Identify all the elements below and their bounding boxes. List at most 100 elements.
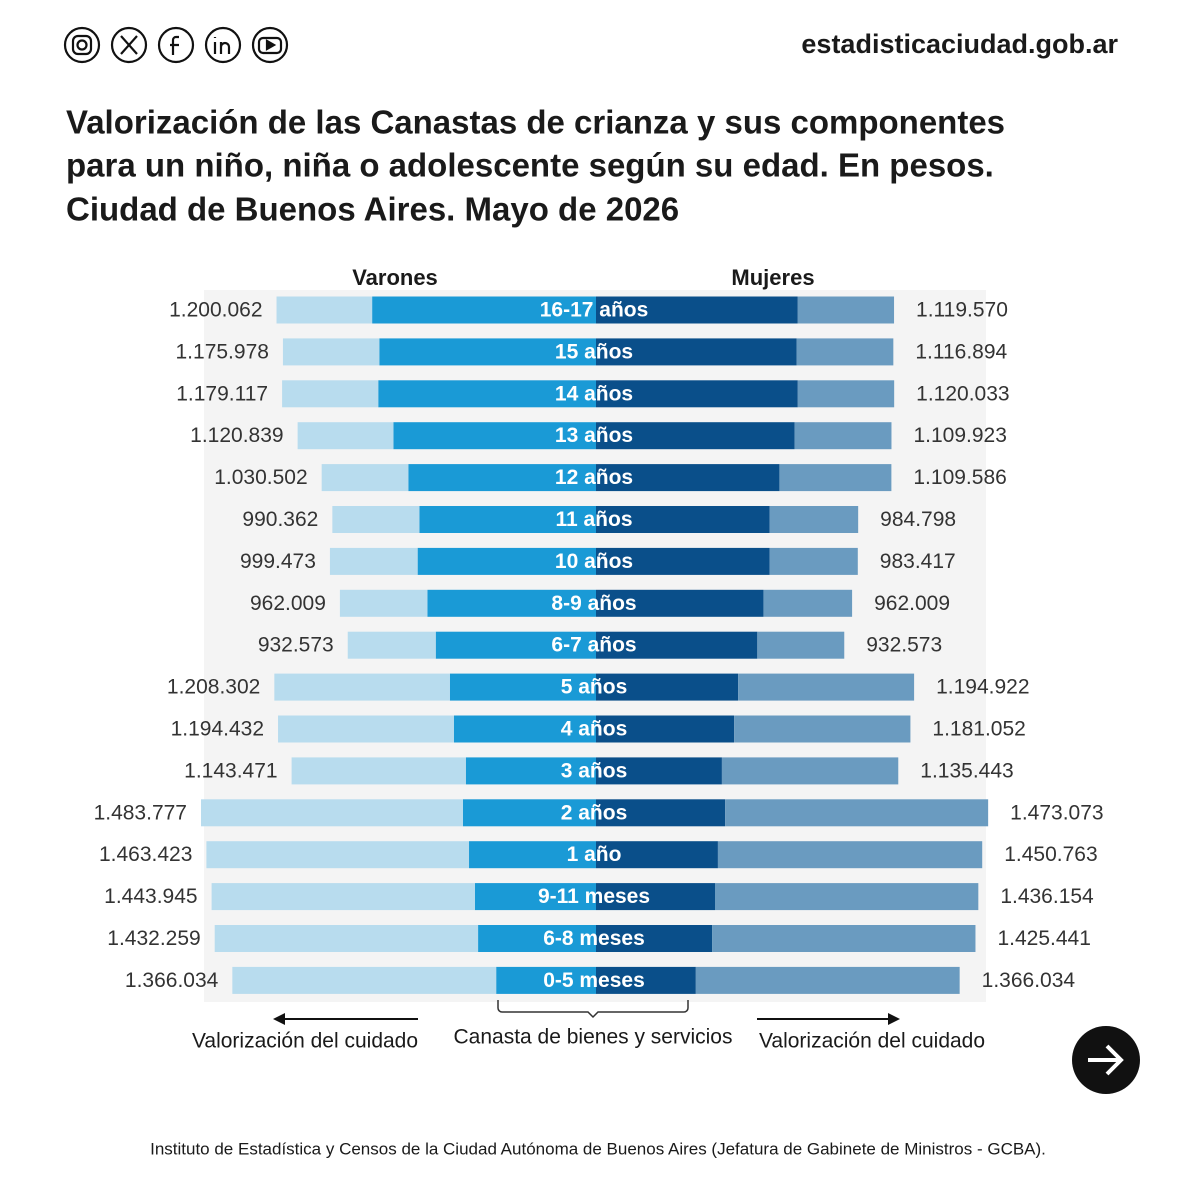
bar-segment: [596, 757, 722, 785]
total-label: 984.798: [880, 508, 956, 531]
chart-rows: 1.200.062 1.119.570 16-17 años 1.175.978 1.1…: [94, 296, 1104, 994]
bar-segment: [474, 883, 596, 911]
bar-segment: [449, 673, 596, 701]
bar-segment: [695, 966, 960, 994]
total-label: 932.573: [258, 634, 334, 657]
bar-segment: [417, 547, 596, 575]
total-label: 1.120.033: [916, 382, 1009, 405]
bar-segment: [214, 925, 479, 952]
social-icons: [63, 26, 289, 64]
bar-segment: [339, 589, 428, 617]
bar-segment: [763, 589, 853, 617]
total-label: 962.009: [250, 592, 326, 615]
total-label: 1.443.945: [104, 885, 197, 908]
bar-segment: [453, 715, 596, 743]
bar-segment: [596, 589, 764, 617]
bar-segment: [379, 338, 596, 366]
category-label: 12 años: [555, 466, 633, 489]
bar-segment: [276, 296, 373, 324]
bar-segment: [378, 380, 596, 408]
bar-segment: [372, 296, 596, 324]
bar-segment: [797, 296, 895, 324]
bar-segment: [419, 506, 596, 533]
bar-segment: [596, 799, 726, 827]
bar-segment: [427, 589, 596, 617]
total-label: 1.450.763: [1004, 843, 1097, 866]
site-url: estadisticaciudad.gob.ar: [801, 29, 1118, 59]
category-label: 2 años: [561, 801, 628, 824]
bar-segment: [596, 380, 798, 408]
bar-segment: [596, 883, 715, 911]
total-label: 1.425.441: [997, 927, 1090, 950]
bar-segment: [596, 841, 718, 869]
bar-segment: [596, 296, 798, 324]
category-label: 9-11 meses: [538, 885, 650, 908]
bracket: [497, 1000, 689, 1019]
total-label: 1.116.894: [915, 340, 1007, 363]
category-label: 8-9 años: [551, 592, 636, 615]
total-label: 932.573: [866, 634, 942, 657]
total-label: 1.194.922: [936, 676, 1029, 699]
total-label: 1.135.443: [920, 759, 1013, 782]
bar-segment: [408, 464, 596, 492]
bar-segment: [211, 883, 475, 911]
total-label: 1.200.062: [169, 299, 262, 322]
bar-segment: [282, 338, 380, 366]
bar-segment: [769, 506, 859, 533]
total-label: 1.463.423: [99, 843, 192, 866]
category-label: 5 años: [561, 676, 628, 699]
total-label: 990.362: [242, 508, 318, 531]
bar-segment: [435, 631, 596, 659]
bar-segment: [796, 338, 894, 366]
title-line: Valorización de las Canastas de crianza …: [66, 104, 1005, 141]
bar-segment: [206, 841, 470, 869]
total-label: 1.179.117: [176, 382, 268, 405]
total-label: 983.417: [880, 550, 956, 573]
total-label: 999.473: [240, 550, 316, 573]
legend-label: Valorización del cuidado: [759, 1030, 985, 1053]
bar-segment: [469, 841, 596, 869]
bar-segment: [738, 673, 915, 701]
bar-segment: [714, 883, 979, 911]
side-header: Mujeres: [731, 265, 814, 290]
bar-segment: [332, 506, 420, 533]
bar-segment: [465, 757, 596, 785]
total-label: 1.119.570: [916, 299, 1008, 322]
bar-segment: [596, 464, 780, 492]
category-label: 6-7 años: [551, 634, 636, 657]
category-label: 3 años: [561, 759, 628, 782]
bar-segment: [734, 715, 911, 743]
category-label: 10 años: [555, 550, 633, 573]
bar-segment: [596, 506, 770, 533]
total-label: 1.436.154: [1000, 885, 1094, 908]
bar-segment: [596, 422, 795, 450]
category-label: 14 años: [555, 382, 633, 405]
bar-segment: [596, 715, 735, 743]
total-label: 1.109.586: [913, 466, 1006, 489]
bar-segment: [478, 925, 596, 952]
total-label: 1.109.923: [913, 424, 1006, 447]
legend-label: Valorización del cuidado: [192, 1030, 418, 1053]
total-label: 1.473.073: [1010, 801, 1103, 824]
category-label: 13 años: [555, 424, 633, 447]
bar-segment: [797, 380, 895, 408]
category-label: 16-17 años: [540, 299, 649, 322]
next-arrow: [1088, 1044, 1124, 1076]
bar-segment: [297, 422, 394, 450]
bar-segment: [721, 757, 899, 785]
bar-segment: [347, 631, 436, 659]
bar-segment: [769, 547, 858, 575]
category-label: 4 años: [561, 718, 628, 741]
total-label: 1.030.502: [214, 466, 307, 489]
total-label: 1.143.471: [184, 759, 277, 782]
bar-segment: [717, 841, 983, 869]
arrow-head: [273, 1013, 285, 1025]
bar-segment: [794, 422, 892, 450]
bar-segment: [757, 631, 845, 659]
bar-segment: [321, 464, 409, 492]
bar-segment: [329, 547, 418, 575]
bar-segment: [596, 631, 758, 659]
bar-segment: [278, 715, 454, 743]
bar-segment: [496, 966, 596, 994]
